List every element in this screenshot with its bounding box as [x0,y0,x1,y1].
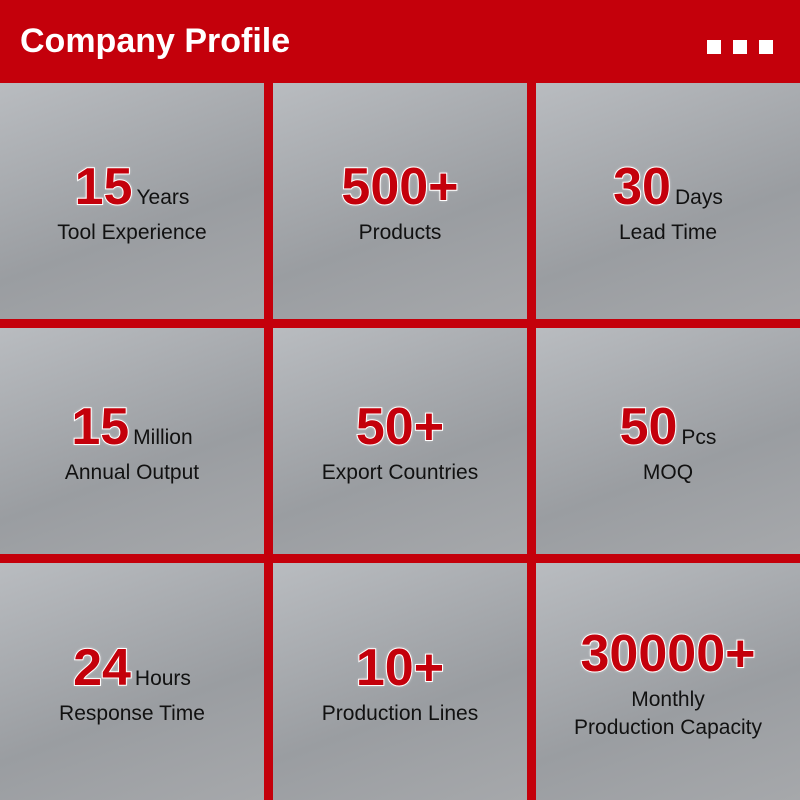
stat-label: Production Capacity [574,715,762,739]
stat-heading: 500+ [340,157,459,217]
stat-unit: Days [674,186,723,209]
stat-cell: 10+ Production Lines [273,563,527,800]
stat-heading: 50+ [355,397,445,457]
menu-dot[interactable] [759,40,773,54]
menu-dot[interactable] [707,40,721,54]
stat-heading: 15 Million [70,397,193,457]
stat-heading: 30000+ [580,624,757,684]
stat-cell: 500+ Products [273,83,527,319]
stat-label: Response Time [59,701,205,725]
stat-heading: 50 Pcs [619,397,717,457]
stat-heading: 24 Hours [72,638,191,698]
stat-number: 50+ [355,397,445,457]
stat-label: Monthly [631,687,705,711]
stat-cell: 15 Million Annual Output [0,328,264,554]
stat-label: Products [358,221,442,244]
stat-cell: 24 Hours Response Time [0,563,264,800]
stat-number: 24 [72,638,132,698]
stat-heading: 15 Years [74,157,190,217]
stat-unit: Hours [134,666,191,690]
header: Company Profile [0,0,800,83]
stat-number: 15 [74,157,134,217]
stat-cell: 30 Days Lead Time [536,83,800,319]
stat-number: 30000+ [580,624,757,684]
stat-label: Lead Time [618,221,718,244]
stat-number: 50 [619,397,679,457]
stat-label: MOQ [642,461,694,484]
stat-unit: Pcs [681,426,717,449]
stat-number: 10+ [355,638,445,698]
stat-cell: 30000+ Monthly Production Capacity [536,563,800,800]
stat-label: Production Lines [321,701,479,725]
stat-heading: 10+ [355,638,445,698]
stat-label: Annual Output [64,461,200,484]
stat-label: Tool Experience [57,221,207,244]
stat-cell: 50+ Export Countries [273,328,527,554]
stat-cell: 15 Years Tool Experience [0,83,264,319]
stat-cell: 50 Pcs MOQ [536,328,800,554]
stat-unit: Years [136,186,190,209]
grid: 15 Years Tool Experience 500+ Products 30 Days… [0,83,800,800]
stat-number: 30 [612,157,672,217]
title: Company Profile [20,22,291,60]
menu-dot[interactable] [733,40,747,54]
stat-number: 15 [70,397,130,457]
stat-number: 500+ [340,157,459,217]
stat-heading: 30 Days [612,157,723,217]
stat-unit: Million [133,426,193,449]
stat-label: Export Countries [321,461,479,484]
